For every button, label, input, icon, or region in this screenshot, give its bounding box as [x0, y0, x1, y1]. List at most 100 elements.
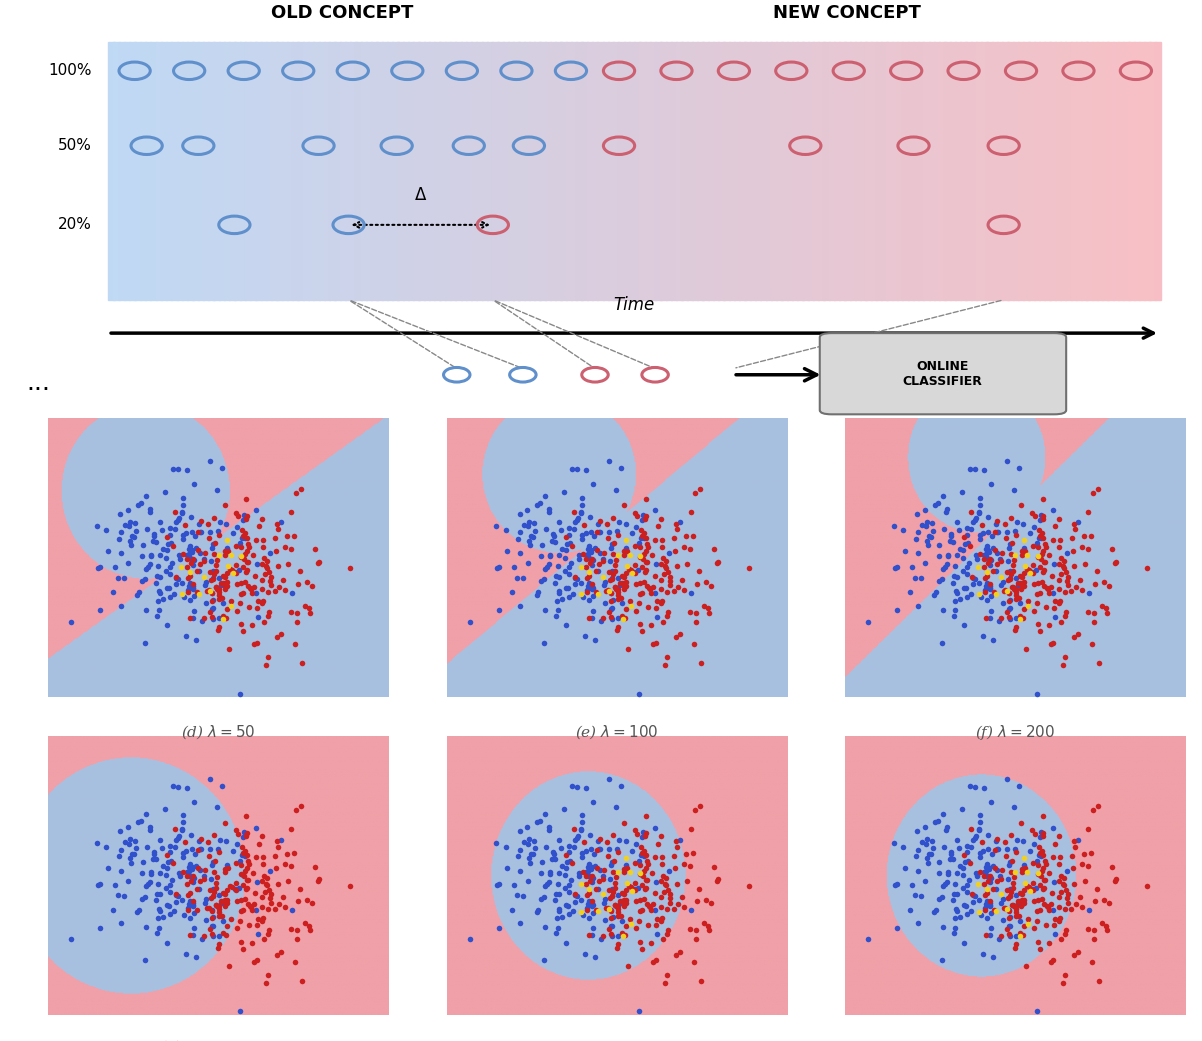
Point: [974, 559, 993, 576]
Point: [209, 580, 228, 596]
Point: [572, 504, 591, 520]
Point: [233, 941, 252, 958]
Point: [936, 504, 956, 520]
Bar: [303, 42, 309, 300]
Point: [548, 875, 567, 892]
Point: [208, 898, 227, 915]
Point: [912, 516, 932, 533]
Point: [1028, 1002, 1047, 1019]
Point: [90, 919, 109, 936]
Point: [651, 595, 671, 612]
Point: [636, 826, 655, 842]
Point: [1030, 549, 1049, 565]
Point: [976, 540, 995, 557]
Point: [234, 847, 254, 864]
Point: [232, 892, 251, 909]
Point: [172, 559, 191, 576]
Point: [1023, 874, 1042, 891]
Point: [1000, 585, 1019, 602]
Bar: [1023, 42, 1030, 300]
Point: [1024, 537, 1043, 554]
Point: [246, 502, 266, 518]
Point: [954, 388, 974, 405]
Point: [983, 858, 1002, 874]
Point: [617, 575, 636, 591]
Bar: [682, 42, 688, 300]
Point: [656, 553, 676, 569]
Point: [659, 564, 678, 581]
Point: [157, 617, 177, 634]
Point: [99, 542, 118, 559]
Point: [157, 706, 177, 722]
Point: [548, 558, 567, 575]
Point: [210, 514, 230, 531]
Point: [489, 558, 508, 575]
Point: [133, 537, 153, 554]
Point: [213, 607, 232, 624]
Point: [275, 538, 294, 555]
Point: [1072, 898, 1091, 915]
Point: [171, 551, 190, 567]
Point: [653, 848, 672, 865]
Point: [632, 585, 651, 602]
Point: [172, 892, 191, 909]
Point: [976, 858, 995, 874]
Point: [605, 896, 624, 913]
Point: [1096, 601, 1115, 617]
Point: [1045, 926, 1064, 943]
Point: [209, 905, 228, 921]
Point: [178, 780, 197, 796]
Point: [700, 921, 719, 938]
Point: [239, 917, 258, 934]
Point: [1012, 864, 1031, 881]
Point: [224, 525, 243, 541]
Point: [1051, 910, 1070, 926]
Point: [159, 854, 178, 870]
Bar: [950, 42, 956, 300]
Point: [1014, 892, 1034, 909]
Point: [1028, 934, 1047, 950]
Bar: [476, 42, 483, 300]
Point: [697, 574, 716, 590]
Point: [978, 524, 998, 540]
Point: [660, 886, 679, 903]
Point: [980, 609, 999, 626]
Point: [200, 530, 219, 547]
Point: [564, 520, 583, 537]
Point: [281, 921, 300, 938]
Point: [978, 859, 998, 875]
Point: [1036, 853, 1055, 869]
Bar: [392, 42, 399, 300]
Point: [575, 516, 594, 533]
Bar: [750, 42, 756, 300]
Point: [1045, 873, 1064, 890]
Point: [614, 814, 633, 831]
Point: [668, 579, 688, 595]
Point: [581, 555, 600, 572]
Point: [982, 476, 1001, 492]
Point: [600, 770, 619, 787]
Point: [653, 592, 672, 609]
Point: [583, 576, 602, 592]
Point: [577, 864, 596, 881]
Point: [523, 529, 542, 545]
Point: [643, 896, 662, 913]
Bar: [323, 42, 331, 300]
Point: [632, 528, 651, 544]
Point: [567, 830, 587, 846]
Point: [981, 576, 1000, 592]
Point: [200, 604, 219, 620]
Point: [340, 878, 359, 894]
Point: [557, 388, 576, 405]
Point: [1030, 845, 1049, 862]
Point: [1058, 568, 1077, 585]
Bar: [498, 42, 504, 300]
Point: [614, 861, 633, 878]
Point: [620, 864, 639, 881]
Point: [1075, 845, 1094, 862]
Bar: [560, 42, 567, 300]
Point: [1084, 921, 1103, 938]
Point: [1005, 581, 1024, 598]
Point: [1049, 828, 1069, 844]
Point: [1033, 545, 1052, 562]
